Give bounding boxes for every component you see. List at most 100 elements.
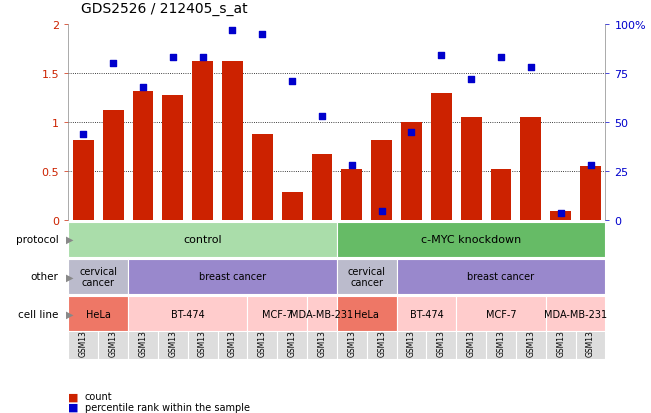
- Bar: [546, 297, 605, 331]
- Bar: [491, 170, 512, 221]
- Bar: [486, 306, 516, 359]
- Bar: [367, 306, 396, 359]
- Text: GSM136096: GSM136096: [348, 310, 356, 356]
- Point: [108, 61, 118, 67]
- Bar: [73, 140, 94, 221]
- Bar: [456, 297, 546, 331]
- Text: GDS2526 / 212405_s_at: GDS2526 / 212405_s_at: [81, 2, 248, 16]
- Text: GSM136085: GSM136085: [228, 310, 237, 356]
- Bar: [128, 306, 158, 359]
- Bar: [252, 135, 273, 221]
- Text: GSM136092: GSM136092: [586, 310, 595, 356]
- Point: [585, 163, 596, 169]
- Text: HeLa: HeLa: [86, 309, 111, 319]
- Text: ▶: ▶: [66, 235, 74, 244]
- Bar: [247, 297, 307, 331]
- Point: [287, 78, 298, 85]
- Bar: [396, 259, 605, 294]
- Point: [376, 208, 387, 214]
- Text: GSM136082: GSM136082: [437, 310, 446, 356]
- Text: percentile rank within the sample: percentile rank within the sample: [85, 402, 249, 412]
- Text: GSM136087: GSM136087: [258, 310, 267, 356]
- Bar: [128, 297, 247, 331]
- Text: GSM136079: GSM136079: [139, 310, 147, 356]
- Text: MCF-7: MCF-7: [486, 309, 516, 319]
- Text: control: control: [184, 235, 222, 244]
- Text: c-MYC knockdown: c-MYC knockdown: [421, 235, 521, 244]
- Bar: [396, 306, 426, 359]
- Bar: [456, 306, 486, 359]
- Bar: [337, 297, 396, 331]
- Bar: [68, 259, 128, 294]
- Bar: [396, 297, 456, 331]
- Text: GSM136080: GSM136080: [407, 310, 416, 356]
- Text: GSM136084: GSM136084: [467, 310, 476, 356]
- Point: [227, 27, 238, 34]
- Bar: [103, 111, 124, 221]
- Text: ▶: ▶: [66, 272, 74, 282]
- Text: ■: ■: [68, 402, 79, 412]
- Bar: [307, 306, 337, 359]
- Bar: [337, 222, 605, 257]
- Text: cervical
cancer: cervical cancer: [348, 266, 386, 287]
- Text: MCF-7: MCF-7: [262, 309, 292, 319]
- Point: [555, 210, 566, 216]
- Bar: [162, 95, 183, 221]
- Bar: [371, 140, 392, 221]
- Bar: [98, 306, 128, 359]
- Text: count: count: [85, 392, 112, 401]
- Bar: [312, 154, 333, 221]
- Text: GSM136090: GSM136090: [556, 310, 565, 356]
- Text: BT-474: BT-474: [409, 309, 443, 319]
- Bar: [401, 123, 422, 221]
- Text: GSM136097: GSM136097: [109, 310, 118, 356]
- Text: cell line: cell line: [18, 309, 59, 319]
- Bar: [158, 306, 187, 359]
- Bar: [133, 91, 154, 221]
- Bar: [192, 62, 213, 221]
- Text: GSM136091: GSM136091: [318, 310, 326, 356]
- Point: [525, 65, 536, 71]
- Point: [197, 55, 208, 62]
- Bar: [341, 170, 362, 221]
- Text: GSM136089: GSM136089: [288, 310, 297, 356]
- Bar: [426, 306, 456, 359]
- Bar: [546, 306, 575, 359]
- Text: GSM136086: GSM136086: [497, 310, 505, 356]
- Bar: [550, 211, 571, 221]
- Point: [496, 55, 506, 62]
- Text: BT-474: BT-474: [171, 309, 204, 319]
- Bar: [247, 306, 277, 359]
- Bar: [68, 297, 128, 331]
- Text: GSM136098: GSM136098: [377, 310, 386, 356]
- Text: protocol: protocol: [16, 235, 59, 244]
- Bar: [337, 306, 367, 359]
- Bar: [580, 167, 601, 221]
- Text: breast cancer: breast cancer: [199, 272, 266, 282]
- Bar: [520, 118, 541, 221]
- Bar: [516, 306, 546, 359]
- Bar: [282, 192, 303, 221]
- Text: GSM136081: GSM136081: [169, 310, 177, 356]
- Point: [406, 129, 417, 136]
- Point: [466, 76, 477, 83]
- Bar: [461, 118, 482, 221]
- Bar: [128, 259, 337, 294]
- Point: [257, 31, 268, 38]
- Text: ▶: ▶: [66, 309, 74, 319]
- Bar: [337, 259, 396, 294]
- Bar: [575, 306, 605, 359]
- Text: ■: ■: [68, 392, 79, 401]
- Bar: [187, 306, 217, 359]
- Bar: [222, 62, 243, 221]
- Point: [436, 53, 447, 59]
- Text: GSM136083: GSM136083: [198, 310, 207, 356]
- Point: [78, 131, 89, 138]
- Text: MDA-MB-231: MDA-MB-231: [544, 309, 607, 319]
- Bar: [217, 306, 247, 359]
- Text: GSM136088: GSM136088: [527, 310, 535, 356]
- Text: cervical
cancer: cervical cancer: [79, 266, 117, 287]
- Bar: [68, 222, 337, 257]
- Point: [138, 84, 148, 91]
- Point: [317, 114, 327, 120]
